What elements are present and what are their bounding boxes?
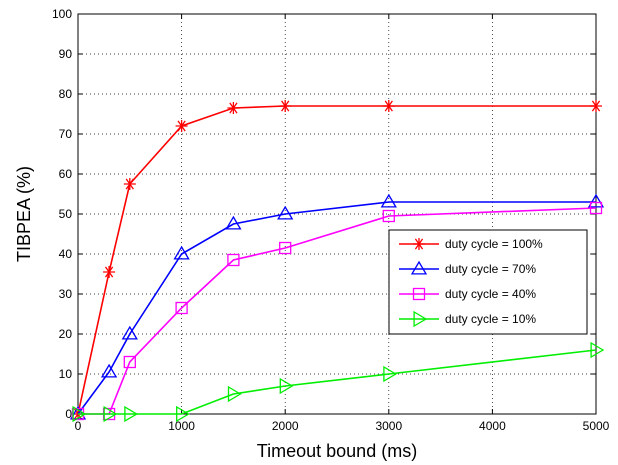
data-point-triangle-right — [72, 405, 87, 423]
plot-frame — [78, 14, 596, 414]
series-group — [72, 341, 605, 423]
data-point-asterisk — [413, 238, 425, 250]
x-tick-label: 1000 — [168, 419, 195, 433]
legend-label: duty cycle = 100% — [445, 237, 543, 251]
legend-label: duty cycle = 40% — [445, 287, 536, 301]
data-point-triangle-right — [590, 341, 605, 359]
y-tick-label: 20 — [59, 327, 73, 341]
x-tick-label: 2000 — [272, 419, 299, 433]
y-tick-label: 10 — [59, 367, 73, 381]
series-group — [69, 193, 605, 420]
series-line — [78, 207, 597, 415]
data-point-triangle — [380, 193, 397, 208]
data-point-triangle — [410, 260, 428, 275]
y-tick-label: 70 — [59, 127, 73, 141]
legend-label: duty cycle = 10% — [445, 312, 536, 326]
x-tick-label: 4000 — [479, 419, 506, 433]
data-point-triangle — [173, 245, 190, 260]
data-point-square — [589, 201, 603, 215]
tick-labels: 0 1000 2000 3000 4000 5000 0 10 20 30 40 50 60 70 80 90… — [52, 7, 610, 433]
series-group — [72, 100, 602, 420]
data-point-triangle — [121, 325, 138, 340]
series-line — [78, 349, 597, 415]
y-axis-title: TIBPEA (%) — [14, 166, 34, 262]
axis-ticks — [77, 13, 597, 415]
legend: duty cycle = 100% duty cycle = 70% duty cy… — [388, 229, 588, 335]
series-line — [77, 105, 596, 415]
data-point-triangle — [277, 205, 294, 220]
data-point-asterisk — [382, 100, 395, 112]
y-tick-label: 100 — [52, 7, 72, 21]
data-point-asterisk — [123, 178, 136, 190]
data-point-square — [175, 301, 188, 315]
data-point-asterisk — [175, 120, 188, 132]
y-tick-label: 80 — [59, 87, 73, 101]
data-point-asterisk — [227, 102, 240, 114]
legend-item: duty cycle = 100% — [399, 237, 543, 251]
data-point-triangle-right — [279, 377, 294, 395]
y-tick-label: 30 — [59, 287, 73, 301]
data-point-square — [412, 287, 426, 301]
data-point-triangle-right — [413, 310, 428, 328]
y-tick-label: 90 — [59, 47, 73, 61]
legend-label: duty cycle = 70% — [445, 262, 536, 276]
x-axis-title: Timeout bound (ms) — [257, 441, 417, 461]
data-point-square — [382, 209, 395, 223]
data-point-triangle-right — [103, 405, 118, 423]
data-point-asterisk — [279, 100, 292, 112]
legend-item: duty cycle = 10% — [399, 310, 536, 328]
data-point-square — [279, 241, 292, 255]
data-point-triangle-right — [227, 385, 242, 403]
data-point-triangle — [100, 363, 118, 378]
y-tick-label: 60 — [59, 167, 73, 181]
data-point-triangle — [587, 193, 605, 208]
data-point-asterisk — [103, 266, 116, 278]
legend-item: duty cycle = 70% — [399, 260, 536, 276]
series-layer — [69, 100, 605, 423]
y-tick-label: 50 — [59, 207, 73, 221]
series-line — [77, 201, 596, 415]
data-point-asterisk — [590, 100, 602, 112]
data-point-square — [123, 355, 136, 369]
data-point-triangle-right — [383, 365, 398, 383]
data-point-triangle-right — [124, 405, 139, 423]
y-tick-label: 0 — [65, 407, 72, 421]
data-point-square — [227, 253, 240, 267]
x-tick-label: 0 — [75, 419, 82, 433]
data-point-triangle-right — [176, 405, 190, 423]
x-tick-label: 3000 — [375, 419, 402, 433]
x-tick-label: 5000 — [583, 419, 610, 433]
legend-item: duty cycle = 40% — [399, 287, 536, 301]
y-tick-label: 40 — [59, 247, 73, 261]
data-point-triangle — [225, 215, 242, 230]
